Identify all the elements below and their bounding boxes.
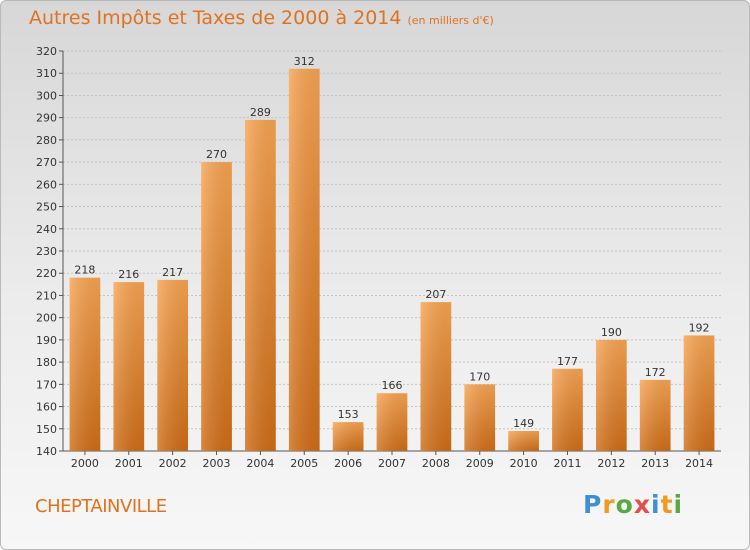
chart-title-text: Autres Impôts et Taxes de 2000 à 2014: [29, 7, 402, 29]
bar-shade: [69, 277, 101, 451]
bar-value-label: 218: [74, 264, 95, 277]
x-tick-label: 2012: [597, 457, 625, 470]
y-tick-label: 220: [36, 267, 57, 280]
bar-shade: [245, 119, 276, 451]
y-tick-label: 260: [36, 178, 57, 191]
bar-value-label: 192: [689, 321, 710, 334]
y-tick-label: 280: [36, 134, 57, 147]
bar-shade: [464, 384, 496, 451]
y-tick-label: 250: [36, 201, 57, 214]
y-tick-label: 290: [36, 112, 57, 125]
x-tick-label: 2009: [466, 457, 494, 470]
bar-shade: [639, 379, 671, 451]
x-tick-label: 2006: [334, 457, 362, 470]
bar-value-label: 172: [645, 366, 666, 379]
chart-unit: (en milliers d'€): [407, 14, 494, 27]
x-tick-label: 2002: [159, 457, 187, 470]
bar-value-label: 207: [425, 288, 446, 301]
y-tick-label: 210: [36, 289, 57, 302]
y-tick-label: 150: [36, 423, 57, 436]
x-tick-label: 2008: [422, 457, 450, 470]
x-tick-label: 2004: [246, 457, 274, 470]
y-tick-label: 270: [36, 156, 57, 169]
x-tick-label: 2007: [378, 457, 406, 470]
bar-shade: [288, 68, 320, 452]
bar-value-label: 289: [250, 106, 271, 119]
bar-value-label: 177: [557, 355, 578, 368]
bar-value-label: 190: [601, 326, 622, 339]
bar-value-label: 149: [513, 417, 534, 430]
bar-value-label: 270: [206, 148, 227, 161]
bar-shade: [595, 339, 627, 451]
y-tick-label: 200: [36, 312, 57, 325]
x-tick-label: 2011: [553, 457, 581, 470]
x-tick-label: 2003: [203, 457, 231, 470]
bar-shade: [113, 282, 145, 451]
y-tick-label: 180: [36, 356, 57, 369]
y-tick-label: 190: [36, 334, 57, 347]
y-tick-label: 140: [36, 445, 57, 458]
bar-shade: [508, 431, 539, 451]
y-tick-label: 310: [36, 67, 57, 80]
bar-value-label: 312: [294, 55, 315, 68]
y-tick-label: 230: [36, 245, 57, 258]
x-tick-label: 2005: [290, 457, 318, 470]
bar-shade: [683, 335, 715, 451]
bar-value-label: 153: [338, 408, 359, 421]
bar-value-label: 216: [118, 268, 139, 281]
commune-name: CHEPTAINVILLE: [35, 496, 167, 517]
chart-title: Autres Impôts et Taxes de 2000 à 2014 (en…: [29, 7, 494, 29]
y-tick-label: 170: [36, 378, 57, 391]
bar-shade: [201, 162, 232, 451]
bar-value-label: 170: [469, 370, 490, 383]
y-tick-label: 240: [36, 223, 57, 236]
bar-value-label: 217: [162, 266, 183, 279]
bar-shade: [420, 302, 452, 451]
x-tick-label: 2013: [641, 457, 669, 470]
bar-shade: [376, 393, 408, 451]
proxiti-logo: Proxiti: [583, 490, 684, 519]
x-tick-label: 2010: [510, 457, 538, 470]
x-tick-label: 2014: [685, 457, 713, 470]
x-tick-label: 2000: [71, 457, 99, 470]
bar-value-label: 166: [382, 379, 403, 392]
x-tick-label: 2001: [115, 457, 143, 470]
bar-shade: [332, 422, 364, 451]
y-tick-label: 300: [36, 89, 57, 102]
y-tick-label: 160: [36, 401, 57, 414]
y-tick-label: 320: [36, 45, 57, 58]
bar-shade: [552, 368, 583, 451]
bar-shade: [157, 279, 189, 451]
